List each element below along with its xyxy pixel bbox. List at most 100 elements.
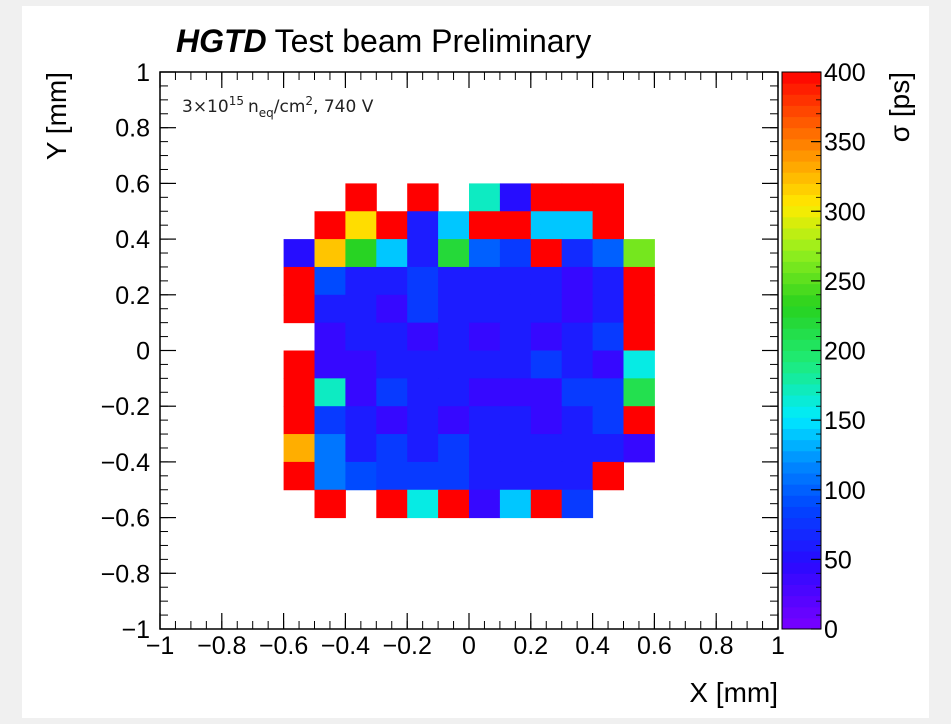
heatmap-cell xyxy=(499,461,532,491)
heatmap-cell xyxy=(345,434,377,463)
heatmap-cell xyxy=(499,266,532,296)
y-tick-label: 0.8 xyxy=(115,115,150,143)
heatmap-cell xyxy=(407,434,439,463)
color-scale-segment xyxy=(782,506,821,519)
heatmap-cell xyxy=(345,294,377,324)
heatmap-cell xyxy=(438,294,470,324)
y-tick-label: 0.4 xyxy=(115,226,150,254)
heatmap-cell xyxy=(407,406,439,435)
z-tick-label: 400 xyxy=(824,59,866,87)
color-scale-segment xyxy=(782,395,821,407)
heatmap-cell xyxy=(345,461,377,491)
heatmap-cell xyxy=(469,434,501,463)
color-scale-segment xyxy=(782,461,821,474)
heatmap-cell xyxy=(530,239,563,268)
heatmap-cell xyxy=(561,322,594,351)
z-tick-label: 100 xyxy=(824,477,866,505)
heatmap-cell xyxy=(623,406,655,435)
heatmap-cell xyxy=(592,183,624,212)
x-tick-label: 0.6 xyxy=(637,632,672,660)
heatmap-cell xyxy=(438,266,470,296)
heatmap-cell xyxy=(438,378,470,407)
z-tick-label: 150 xyxy=(824,407,866,435)
heatmap-cell xyxy=(345,211,377,240)
heatmap-cell xyxy=(623,434,655,463)
heatmap-cell xyxy=(345,378,377,407)
heatmap-cell xyxy=(314,211,346,240)
x-tick-label: 0.2 xyxy=(513,632,548,660)
heatmap-cell xyxy=(561,406,594,435)
heatmap-cell xyxy=(592,294,624,324)
annot-n: n xyxy=(248,97,259,117)
heatmap-cell xyxy=(314,350,346,379)
heatmap-cell xyxy=(469,489,501,519)
x-tick-label: 0.4 xyxy=(575,632,610,660)
y-tick-label: 0.6 xyxy=(115,170,150,198)
color-scale-segment xyxy=(782,539,821,552)
heatmap-cell xyxy=(592,406,624,435)
axis-tick-labels: −1 −0.8 −0.6 −0.4 −0.2 0 0.2 0.4 0.6 0.8 1 −1 −0.8 −0… xyxy=(101,59,866,660)
heatmap-cell xyxy=(561,211,594,240)
heatmap-cell xyxy=(438,434,470,463)
heatmap-cell xyxy=(530,461,563,491)
x-tick-label: 1 xyxy=(771,632,785,660)
heatmap-cell xyxy=(407,294,439,324)
color-scale-segment xyxy=(782,328,821,340)
color-scale-segment xyxy=(782,305,821,318)
heatmap-cell xyxy=(376,434,408,463)
heatmap-cell xyxy=(561,294,594,324)
heatmap-cell xyxy=(499,489,532,519)
heatmap-cell xyxy=(499,406,532,435)
x-tick-label: −0.8 xyxy=(197,632,246,660)
color-scale-segment xyxy=(782,350,821,363)
heatmap-cell xyxy=(283,294,315,324)
heatmap-cells xyxy=(283,183,655,519)
annot-tail: , 740 V xyxy=(313,97,374,117)
heatmap-cell xyxy=(530,322,563,351)
heatmap-cell xyxy=(376,378,408,407)
color-scale-segment xyxy=(782,450,821,463)
heatmap-cell xyxy=(530,211,563,240)
color-scale-segment xyxy=(782,83,821,95)
heatmap-cell xyxy=(345,266,377,296)
heatmap-cell xyxy=(623,294,655,324)
color-scale-segment xyxy=(782,149,821,162)
heatmap-cell xyxy=(469,406,501,435)
heatmap-cell xyxy=(469,378,501,407)
z-tick-label: 0 xyxy=(824,616,838,644)
z-tick-label: 300 xyxy=(824,198,866,226)
y-tick-label: 0 xyxy=(136,338,150,366)
heatmap-cell xyxy=(561,239,594,268)
heatmap-cell xyxy=(407,461,439,491)
color-scale-bar xyxy=(782,72,821,630)
color-scale-segment xyxy=(782,606,821,619)
color-scale-segment xyxy=(782,528,821,541)
heatmap-cell xyxy=(283,350,315,379)
heatmap-cell xyxy=(314,239,346,268)
z-tick-label: 250 xyxy=(824,268,866,296)
heatmap-cell xyxy=(623,239,655,268)
color-scale-segment xyxy=(782,272,821,285)
heatmap-cell xyxy=(376,489,408,519)
color-scale-segment xyxy=(782,339,821,351)
irradiation-annotation: 3×1015 neq/cm2, 740 V xyxy=(182,94,374,120)
color-scale-segment xyxy=(782,361,821,374)
heatmap-cell xyxy=(407,322,439,351)
heatmap-cell xyxy=(376,294,408,324)
heatmap-cell xyxy=(314,378,346,407)
heatmap-cell xyxy=(592,461,624,491)
heatmap-cell xyxy=(345,239,377,268)
y-tick-label: −0.8 xyxy=(101,560,150,588)
heatmap-cell xyxy=(283,406,315,435)
heatmap-cell xyxy=(623,266,655,296)
heatmap-cell xyxy=(345,183,377,212)
heatmap-cell xyxy=(469,461,501,491)
heatmap-cell xyxy=(283,434,315,463)
x-tick-label: −0.6 xyxy=(259,632,308,660)
heatmap-cell xyxy=(561,350,594,379)
color-scale-segment xyxy=(782,261,821,274)
heatmap-cell xyxy=(469,183,501,212)
color-scale-segment xyxy=(782,484,821,496)
color-scale-segment xyxy=(782,595,821,608)
heatmap-cell xyxy=(499,322,532,351)
